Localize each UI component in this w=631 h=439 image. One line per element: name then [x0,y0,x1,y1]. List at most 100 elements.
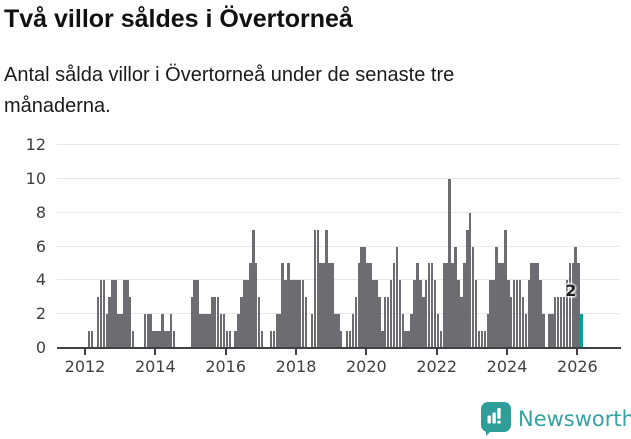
bar [161,314,164,348]
bar [208,314,211,348]
bar [474,280,478,348]
bar [310,314,314,348]
bar [375,280,378,348]
bar [260,331,264,348]
bar [143,314,147,348]
x-axis-tick-label: 2012 [64,357,106,376]
bar [436,314,440,348]
bar [463,263,466,348]
bar [325,229,328,348]
bar [213,297,217,348]
bar [272,331,276,348]
bar [445,263,448,348]
bar [348,331,352,348]
bar [128,297,132,348]
bar [254,263,258,348]
x-axis-tick [295,349,298,355]
bar [398,280,402,348]
x-axis-line [57,347,621,349]
bar [275,314,278,348]
bar [169,314,173,348]
newsworthy-logo: Newsworthy [480,401,631,437]
bar [471,246,475,348]
chart-subtitle: Antal sålda villor i Övertorneå under de… [4,64,455,117]
bar [527,280,531,348]
bar [468,212,472,348]
bar [123,280,126,348]
y-axis-tick-label: 12 [25,135,46,154]
bar [331,263,334,348]
bar [562,297,566,348]
bar [334,314,337,348]
bar [87,331,91,348]
bar [383,297,387,348]
newsworthy-wordmark: Newsworthy [518,407,631,431]
bar [419,280,422,348]
bar [281,263,284,348]
bar [316,229,320,348]
bar [252,229,255,348]
bar [339,331,343,348]
bar [293,280,296,348]
bar [553,297,557,348]
y-axis-tick-label: 2 [35,304,46,324]
bar [102,280,106,348]
x-axis-tick [365,349,368,355]
gridline [57,279,620,281]
bar [313,229,317,348]
bar [219,314,223,348]
bar [509,297,513,348]
x-axis-tick-label: 2014 [134,357,176,376]
chart-title: Två villor såldes i Övertorneå [4,5,353,33]
x-axis-tick [576,349,579,355]
bar [149,314,152,348]
bar [389,280,393,348]
bar [167,331,170,348]
gridline [57,144,620,145]
bar [574,246,577,348]
bar [430,263,434,348]
bar [381,331,384,348]
bar [96,297,100,348]
bar [240,297,243,348]
gridline [57,177,620,179]
bar [99,280,103,348]
bar [477,331,481,348]
bar [512,280,516,348]
bar [126,280,129,348]
bar [407,331,410,348]
bar [501,263,504,348]
bar [492,280,495,348]
bar [495,246,498,348]
bar [131,331,135,348]
bar [319,263,322,348]
bar [246,280,249,348]
bar [556,297,560,348]
bar [158,331,161,348]
y-axis-tick-label: 4 [35,270,46,290]
bar [155,331,158,348]
x-axis-tick [224,349,227,355]
bar [424,280,428,348]
bar [243,280,246,348]
bar [211,297,214,348]
bar [413,280,416,348]
bar [111,280,114,348]
bar [354,297,358,348]
bar [249,263,252,348]
bar [205,314,208,348]
bar [287,263,290,348]
bar [536,263,539,348]
bar [401,314,405,348]
bar [422,297,425,348]
x-axis-tick-label: 2018 [275,357,317,376]
bar [427,263,431,348]
x-axis-tick [435,349,438,355]
bar [328,263,331,348]
bar [466,229,469,348]
bar [568,263,572,348]
bar [290,280,293,348]
bar [284,280,287,348]
x-axis-tick-label: 2024 [486,357,528,376]
